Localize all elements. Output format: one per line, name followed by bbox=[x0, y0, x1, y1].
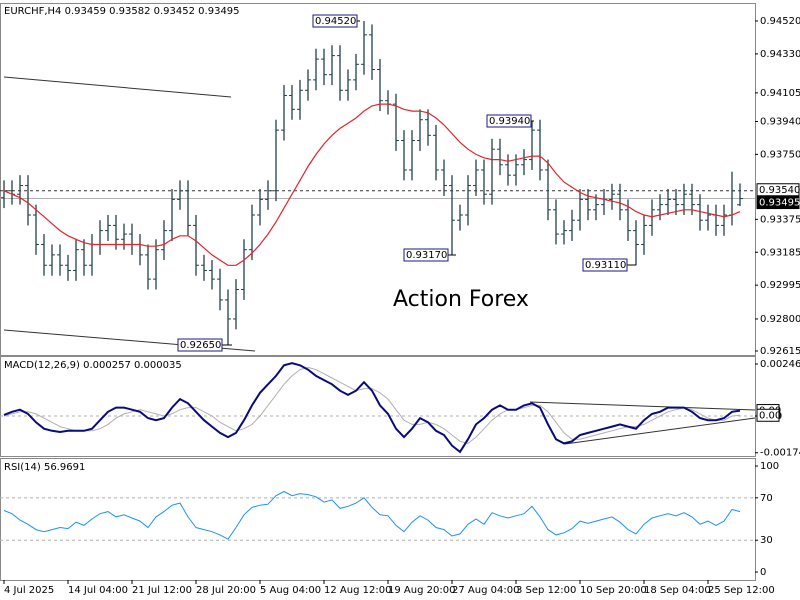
price-marker-label-box bbox=[756, 196, 800, 210]
annotation-box bbox=[582, 258, 628, 272]
annotation-box bbox=[486, 114, 532, 128]
x-tick-label: 21 Jul 12:00 bbox=[132, 585, 192, 596]
y-tick-label: 0 bbox=[760, 567, 766, 578]
annotation: 0.93940 bbox=[489, 116, 530, 127]
price-panel bbox=[0, 3, 756, 356]
series-line bbox=[3, 362, 741, 454]
y-tick-label: 30 bbox=[760, 535, 773, 546]
x-tick-label: 14 Jul 04:00 bbox=[68, 585, 128, 596]
series-line bbox=[3, 490, 741, 540]
x-tick-label: 12 Aug 12:00 bbox=[324, 585, 391, 596]
y-tick-label: 0.92615 bbox=[760, 346, 800, 357]
x-tick-label: 10 Sep 20:00 bbox=[580, 585, 647, 596]
annotation-box bbox=[403, 248, 449, 262]
price-marker-label: 0.93495 bbox=[759, 198, 800, 209]
rsi-title: RSI(14) 56.9691 bbox=[4, 462, 85, 473]
macd-trend-line bbox=[529, 401, 756, 411]
series-line bbox=[3, 366, 741, 444]
annotation-box bbox=[312, 14, 358, 28]
y-tick-label: 0.93375 bbox=[760, 214, 800, 225]
x-tick-label: 27 Aug 04:00 bbox=[452, 585, 519, 596]
y-tick-label: 0.94105 bbox=[760, 88, 800, 99]
x-tick-label: 3 Sep 12:00 bbox=[516, 585, 576, 596]
moving-average bbox=[3, 103, 741, 266]
x-tick-label: 28 Jul 20:00 bbox=[196, 585, 256, 596]
annotation: 0.92650 bbox=[180, 340, 221, 351]
value-marker-label: 0.00 bbox=[759, 410, 781, 421]
y-tick-label: 0.002463 bbox=[760, 359, 800, 370]
macd-title: MACD(12,26,9) 0.000257 0.000035 bbox=[4, 360, 182, 371]
annotation: 0.94520 bbox=[315, 16, 356, 27]
channel-line bbox=[3, 76, 232, 98]
y-tick-label: 0.93940 bbox=[760, 116, 800, 127]
annotation: 0.93170 bbox=[406, 250, 447, 261]
price-marker-label-box bbox=[756, 183, 800, 197]
x-tick-label: 19 Aug 20:00 bbox=[388, 585, 455, 596]
y-tick-label: 0.93750 bbox=[760, 149, 800, 160]
y-tick-label: 0.93185 bbox=[760, 247, 800, 258]
y-tick-label: 100 bbox=[760, 461, 779, 472]
x-tick-label: 4 Jul 2025 bbox=[4, 585, 54, 596]
x-tick-label: 18 Sep 04:00 bbox=[644, 585, 711, 596]
y-tick-label: 0.92995 bbox=[760, 280, 800, 291]
annotation-box bbox=[177, 338, 223, 352]
rsi-panel bbox=[0, 458, 756, 581]
y-tick-label: 0.94520 bbox=[760, 16, 800, 27]
annotation: 0.93110 bbox=[585, 260, 626, 271]
watermark: Action Forex bbox=[393, 287, 529, 312]
y-tick-label: 0.92800 bbox=[760, 314, 800, 325]
y-tick-label: -0.00174 bbox=[760, 448, 800, 459]
macd-panel bbox=[0, 356, 756, 457]
value-marker-box bbox=[756, 408, 780, 422]
macd-trend-line bbox=[564, 417, 756, 445]
x-tick-label: 25 Sep 12:00 bbox=[708, 585, 775, 596]
y-tick-label: 0.94330 bbox=[760, 49, 800, 60]
x-tick-label: 5 Aug 04:00 bbox=[260, 585, 321, 596]
chart-title: EURCHF,H4 0.93459 0.93582 0.93452 0.9349… bbox=[4, 6, 240, 17]
y-tick-label: 70 bbox=[760, 493, 773, 504]
price-marker-label: 0.93540 bbox=[759, 185, 800, 196]
